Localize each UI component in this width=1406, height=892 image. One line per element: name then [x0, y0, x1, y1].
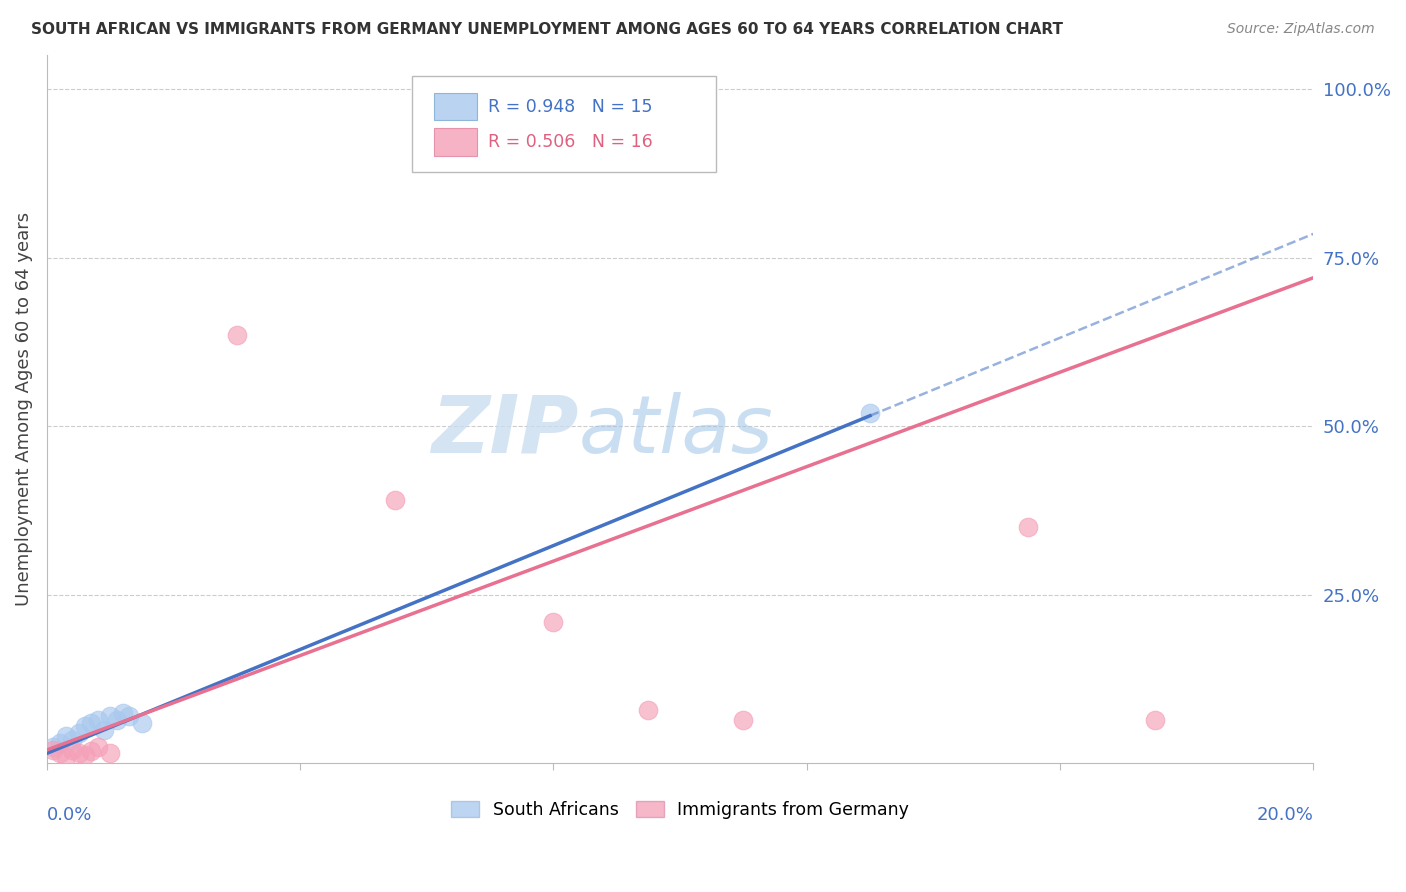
Text: Source: ZipAtlas.com: Source: ZipAtlas.com: [1227, 22, 1375, 37]
Point: [98, 709, 121, 723]
Y-axis label: Unemployment Among Ages 60 to 64 years: Unemployment Among Ages 60 to 64 years: [15, 212, 32, 607]
Point: [48, 747, 70, 761]
Point: [73, 748, 96, 763]
Point: [80, 744, 103, 758]
Point: [733, 713, 755, 727]
Text: atlas: atlas: [579, 392, 773, 469]
Point: [67, 726, 90, 740]
Legend: South Africans, Immigrants from Germany: South Africans, Immigrants from Germany: [444, 794, 917, 826]
Point: [73, 719, 96, 733]
FancyBboxPatch shape: [434, 128, 478, 156]
Point: [98, 747, 121, 761]
Point: [67, 747, 90, 761]
Point: [48, 736, 70, 750]
Point: [111, 706, 134, 720]
Point: [86, 713, 108, 727]
Point: [543, 615, 565, 629]
Point: [131, 716, 153, 731]
Point: [1017, 520, 1039, 534]
Point: [42, 739, 65, 754]
Point: [60, 743, 83, 757]
Point: [118, 709, 141, 723]
FancyBboxPatch shape: [434, 93, 478, 120]
Text: ZIP: ZIP: [432, 392, 579, 469]
Text: 0.0%: 0.0%: [46, 806, 93, 824]
Text: R = 0.948   N = 15: R = 0.948 N = 15: [488, 98, 652, 116]
Point: [55, 749, 77, 764]
Point: [60, 732, 83, 747]
Point: [105, 713, 128, 727]
Text: SOUTH AFRICAN VS IMMIGRANTS FROM GERMANY UNEMPLOYMENT AMONG AGES 60 TO 64 YEARS : SOUTH AFRICAN VS IMMIGRANTS FROM GERMANY…: [31, 22, 1063, 37]
Text: R = 0.506   N = 16: R = 0.506 N = 16: [488, 133, 652, 152]
Point: [80, 716, 103, 731]
Point: [55, 730, 77, 744]
Text: 20.0%: 20.0%: [1257, 806, 1313, 824]
Point: [86, 739, 108, 754]
Point: [384, 493, 406, 508]
Point: [859, 406, 882, 420]
Point: [1143, 713, 1166, 727]
FancyBboxPatch shape: [412, 77, 716, 172]
Point: [225, 328, 247, 343]
Point: [637, 702, 659, 716]
Point: [93, 723, 115, 737]
Point: [42, 743, 65, 757]
